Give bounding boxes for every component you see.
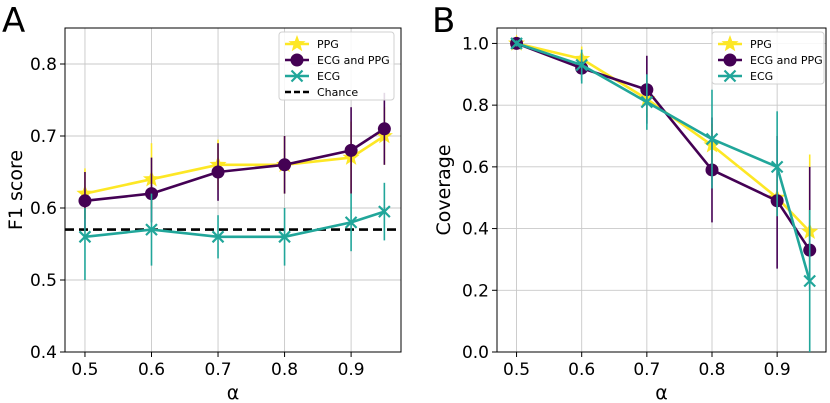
legend-label: ECG bbox=[750, 70, 773, 83]
legend-marker bbox=[288, 35, 306, 52]
data-point bbox=[278, 158, 292, 172]
legend: PPG ECG and PPG ECG Chance bbox=[278, 31, 395, 101]
series-line bbox=[516, 42, 811, 251]
data-point bbox=[640, 95, 654, 109]
y-tick-label: 0.2 bbox=[462, 281, 489, 301]
x-axis-label: α bbox=[227, 382, 240, 403]
x-tick-label: 0.5 bbox=[503, 360, 530, 380]
data-point bbox=[278, 230, 291, 244]
data-point bbox=[211, 230, 225, 244]
y-tick-label: 0.7 bbox=[30, 127, 57, 147]
data-point bbox=[377, 122, 391, 136]
x-tick-label: 0.6 bbox=[568, 360, 595, 380]
axes-frame bbox=[64, 27, 402, 353]
series-line bbox=[84, 127, 386, 203]
legend-label: Chance bbox=[317, 86, 358, 99]
y-tick-label: 0.6 bbox=[462, 158, 489, 178]
data-point bbox=[211, 165, 225, 179]
data-point bbox=[78, 194, 92, 208]
x-tick-label: 0.8 bbox=[271, 360, 298, 380]
y-axis-label: F1 score bbox=[5, 150, 27, 230]
y-tick-label: 0.6 bbox=[30, 199, 57, 219]
panel-b: 0.5 0.6 0.7 0.8 0.9 0.0 0.2 0.4 0.6 0.8 1.0 α Covera… bbox=[432, 1, 827, 403]
y-tick-label: 0.4 bbox=[30, 343, 57, 363]
series-line bbox=[84, 134, 386, 195]
y-tick-label: 0.8 bbox=[462, 96, 489, 116]
series-line bbox=[516, 42, 811, 282]
x-tick-label: 0.6 bbox=[138, 360, 165, 380]
y-tick-label: 0.4 bbox=[462, 220, 489, 240]
data-point bbox=[145, 223, 158, 236]
legend-marker bbox=[723, 69, 737, 83]
series-line bbox=[84, 210, 385, 239]
series-ecg-and-ppg bbox=[78, 92, 391, 230]
legend-marker bbox=[290, 53, 304, 67]
legend-marker bbox=[721, 35, 739, 52]
series-ecg bbox=[78, 182, 391, 280]
legend-label: ECG and PPG bbox=[750, 54, 823, 67]
x-axis-label: α bbox=[655, 382, 668, 403]
data-point bbox=[803, 274, 816, 288]
data-point bbox=[770, 160, 784, 174]
legend-label: ECG and PPG bbox=[317, 54, 390, 67]
data-point bbox=[575, 58, 588, 72]
legend-box bbox=[278, 31, 395, 101]
data-point bbox=[510, 37, 523, 50]
data-point bbox=[344, 216, 358, 229]
legend-marker bbox=[290, 69, 304, 83]
x-tick-label: 0.7 bbox=[633, 360, 660, 380]
y-tick-label: 0.8 bbox=[30, 55, 57, 75]
axes-frame bbox=[496, 27, 827, 353]
y-tick-label: 0.0 bbox=[462, 343, 489, 363]
x-tick-label: 0.7 bbox=[205, 360, 232, 380]
data-point bbox=[344, 143, 358, 157]
y-axis-label: Coverage bbox=[433, 144, 455, 235]
y-tick-label: 0.5 bbox=[30, 271, 57, 291]
panel-letter: A bbox=[2, 1, 25, 41]
y-tick-label: 1.0 bbox=[462, 34, 489, 54]
data-point bbox=[705, 132, 719, 146]
panel-letter: B bbox=[432, 1, 455, 41]
x-tick-label: 0.9 bbox=[338, 360, 365, 380]
legend-label: PPG bbox=[750, 38, 772, 51]
legend-label: PPG bbox=[317, 38, 339, 51]
data-point bbox=[378, 205, 391, 218]
series-ecg bbox=[510, 37, 816, 352]
x-tick-label: 0.9 bbox=[764, 360, 791, 380]
data-point bbox=[78, 230, 92, 244]
series-ppg bbox=[76, 107, 393, 219]
legend-marker bbox=[723, 53, 737, 67]
legend: PPG ECG and PPG ECG bbox=[711, 31, 825, 85]
panel-a: 0.5 0.6 0.7 0.8 0.9 0.4 0.5 0.6 0.7 0.8 α F1 score A… bbox=[2, 1, 402, 403]
x-tick-label: 0.8 bbox=[698, 360, 725, 380]
x-tick-label: 0.5 bbox=[71, 360, 98, 380]
legend-label: ECG bbox=[317, 70, 340, 83]
